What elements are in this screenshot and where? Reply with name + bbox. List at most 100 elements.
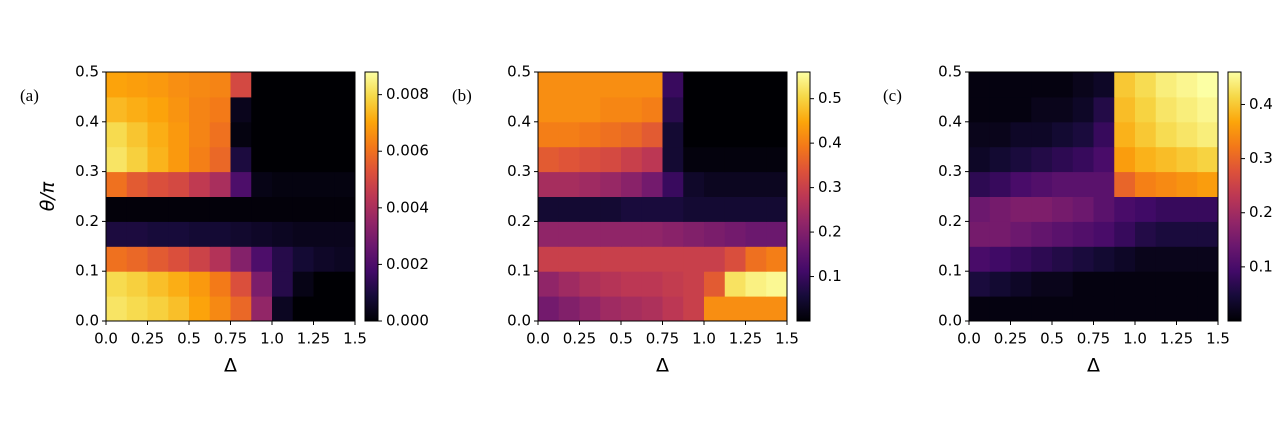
heatmap-cell — [1114, 271, 1136, 297]
y-tick-label: 0.1 — [938, 262, 962, 280]
heatmap-cell — [1155, 72, 1177, 98]
heatmap-cell — [189, 271, 211, 297]
x-tick-label: 0.0 — [94, 330, 118, 348]
heatmap-cell — [683, 171, 705, 197]
heatmap-cell — [1052, 171, 1074, 197]
panel-label: (b) — [452, 86, 472, 105]
heatmap-cell — [766, 271, 788, 297]
heatmap-cell — [126, 96, 148, 123]
heatmap-cell — [1031, 121, 1053, 148]
heatmap-cell — [251, 96, 273, 123]
heatmap-cell — [1135, 72, 1157, 98]
y-tick-label: 0.2 — [75, 212, 99, 230]
heatmap-cell — [1010, 146, 1032, 173]
heatmap-cell — [662, 246, 684, 272]
heatmap-cell — [704, 72, 726, 98]
heatmap-cell — [313, 246, 335, 272]
heatmap-cell — [1176, 246, 1198, 272]
heatmap-cell — [1072, 196, 1094, 222]
heatmap-cell — [251, 121, 273, 148]
heatmap-cell — [168, 296, 190, 322]
heatmap-cell — [745, 246, 767, 272]
heatmap-cell — [558, 196, 580, 222]
heatmap-cell — [641, 146, 663, 173]
colorbar-tick-label: 0.3 — [1249, 149, 1273, 167]
heatmap-cell — [683, 246, 705, 272]
heatmap-cell — [704, 121, 726, 148]
heatmap-cell — [1197, 72, 1219, 98]
heatmap-cell — [745, 96, 767, 123]
heatmap-cell — [126, 246, 148, 272]
heatmap-cell — [1155, 296, 1177, 322]
heatmap-cell — [313, 171, 335, 197]
heatmap-cell — [251, 271, 273, 297]
heatmap-cell — [272, 296, 294, 322]
heatmap-cell — [1114, 246, 1136, 272]
heatmap-cell — [745, 296, 767, 322]
heatmap-cell — [209, 196, 231, 222]
heatmap-cell — [1072, 171, 1094, 197]
heatmap-cell — [1114, 296, 1136, 322]
heatmap-cell — [292, 146, 314, 173]
colorbar-tick-label: 0.4 — [818, 134, 842, 152]
heatmap-cell — [538, 246, 560, 272]
heatmap-cell — [1197, 221, 1219, 247]
heatmap-cell — [313, 146, 335, 173]
heatmap-cell — [704, 96, 726, 123]
heatmap-cell — [126, 121, 148, 148]
heatmap-cell — [106, 96, 128, 123]
heatmap-cell — [313, 296, 335, 322]
heatmap-cell — [1052, 146, 1074, 173]
heatmap-cell — [683, 146, 705, 173]
heatmap-cell — [558, 296, 580, 322]
heatmap-cell — [209, 246, 231, 272]
heatmap-cell — [1197, 171, 1219, 197]
heatmap-cell — [1031, 96, 1053, 123]
heatmap-cell — [272, 246, 294, 272]
heatmap-cell — [1052, 196, 1074, 222]
heatmap-cell — [969, 296, 991, 322]
heatmap-cell — [106, 221, 128, 247]
heatmap-cell — [292, 246, 314, 272]
heatmap-cell — [1031, 271, 1053, 297]
heatmap-cell — [579, 196, 601, 222]
heatmap-cell — [969, 246, 991, 272]
heatmap-cell — [641, 121, 663, 148]
heatmap-cell — [1135, 271, 1157, 297]
y-tick-label: 0.5 — [507, 63, 531, 81]
colorbar-tick-label: 0.4 — [1249, 95, 1273, 113]
heatmap-cell — [334, 121, 356, 148]
heatmap-cell — [209, 171, 231, 197]
heatmap-cell — [189, 146, 211, 173]
heatmap-cell — [538, 96, 560, 123]
heatmap-cell — [292, 221, 314, 247]
heatmap-cell — [969, 121, 991, 148]
heatmap-cell — [600, 271, 622, 297]
heatmap-cell — [1135, 146, 1157, 173]
heatmap-cell — [126, 271, 148, 297]
heatmap-cell — [334, 271, 356, 297]
x-axis-label: Δ — [224, 355, 237, 377]
heatmap-cell — [251, 196, 273, 222]
heatmap-cell — [1093, 146, 1115, 173]
x-tick-label: 0.25 — [563, 330, 596, 348]
heatmap-cell — [147, 96, 169, 123]
x-tick-label: 1.25 — [729, 330, 762, 348]
heatmap-cell — [969, 171, 991, 197]
heatmap-cell — [969, 146, 991, 173]
heatmap-cell — [724, 146, 746, 173]
heatmap-cell — [147, 196, 169, 222]
heatmap-cell — [1135, 96, 1157, 123]
heatmap-cell — [766, 221, 788, 247]
heatmap-cell — [168, 121, 190, 148]
heatmap-cell — [600, 296, 622, 322]
heatmap-cell — [538, 171, 560, 197]
x-tick-label: 0.5 — [177, 330, 201, 348]
heatmap-cell — [766, 146, 788, 173]
heatmap-cell — [766, 72, 788, 98]
heatmap-cell — [1176, 146, 1198, 173]
y-tick-label: 0.0 — [75, 312, 99, 330]
heatmap-cell — [209, 72, 231, 98]
heatmap-cell — [1176, 196, 1198, 222]
heatmap-cell — [334, 221, 356, 247]
